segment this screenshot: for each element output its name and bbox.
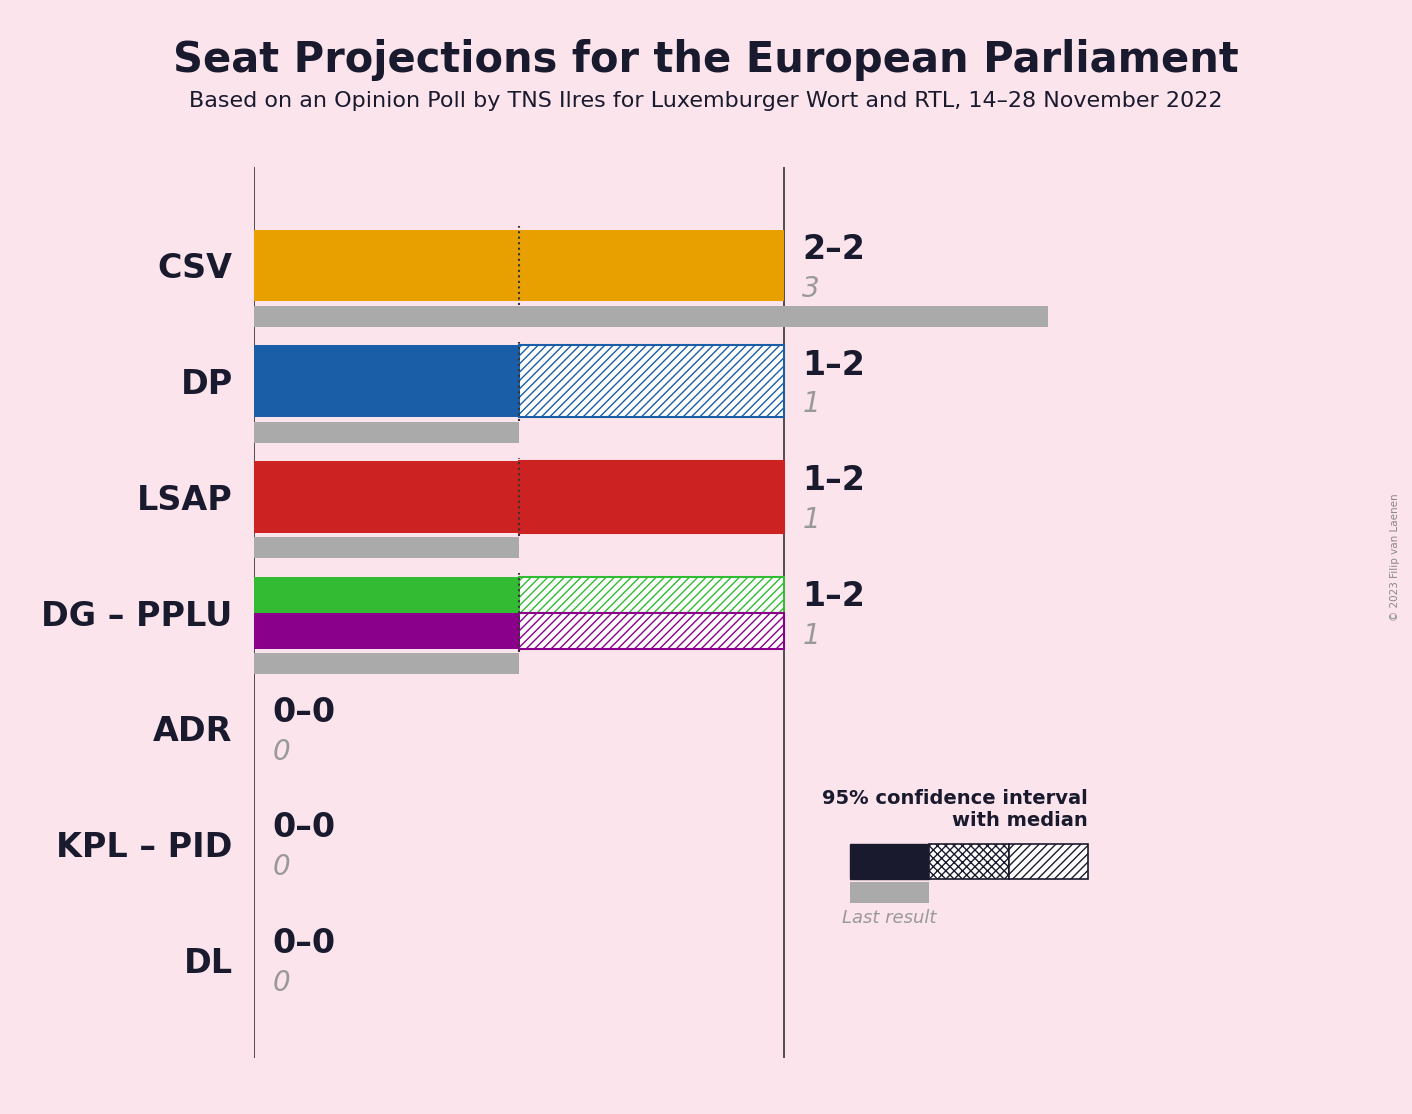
Text: 0: 0	[273, 737, 291, 765]
Bar	[520, 461, 784, 532]
Bar	[520, 577, 784, 613]
Bar	[520, 613, 784, 648]
Bar	[254, 229, 784, 302]
Text: 1: 1	[802, 390, 820, 419]
Bar	[929, 844, 1008, 879]
Bar	[1008, 844, 1089, 879]
Text: 0–0: 0–0	[273, 696, 336, 729]
Text: 3: 3	[802, 275, 820, 303]
Bar	[254, 306, 1049, 326]
Text: 1: 1	[802, 506, 820, 534]
Bar	[520, 345, 784, 417]
Text: 0: 0	[273, 853, 291, 881]
Text: Based on an Opinion Poll by TNS Ilres for Luxemburger Wort and RTL, 14–28 Novemb: Based on an Opinion Poll by TNS Ilres fo…	[189, 91, 1223, 111]
Text: © 2023 Filip van Laenen: © 2023 Filip van Laenen	[1389, 494, 1401, 620]
Text: 1–2: 1–2	[802, 580, 866, 613]
Bar	[254, 422, 520, 442]
Bar	[254, 537, 520, 558]
Text: 0: 0	[273, 969, 291, 997]
Bar	[254, 613, 520, 648]
Text: 95% confidence interval
with median: 95% confidence interval with median	[822, 789, 1089, 830]
Bar	[254, 653, 520, 674]
Text: 1: 1	[802, 622, 820, 649]
Bar	[254, 345, 520, 417]
Text: Seat Projections for the European Parliament: Seat Projections for the European Parlia…	[174, 39, 1238, 81]
Bar	[850, 882, 929, 903]
Text: Last result: Last result	[843, 909, 936, 927]
Text: 0–0: 0–0	[273, 811, 336, 844]
Bar	[254, 461, 520, 532]
Bar	[254, 577, 520, 613]
Bar	[850, 844, 929, 879]
Text: 1–2: 1–2	[802, 465, 866, 497]
Text: 0–0: 0–0	[273, 927, 336, 960]
Text: 1–2: 1–2	[802, 349, 866, 381]
Text: 2–2: 2–2	[802, 233, 866, 266]
